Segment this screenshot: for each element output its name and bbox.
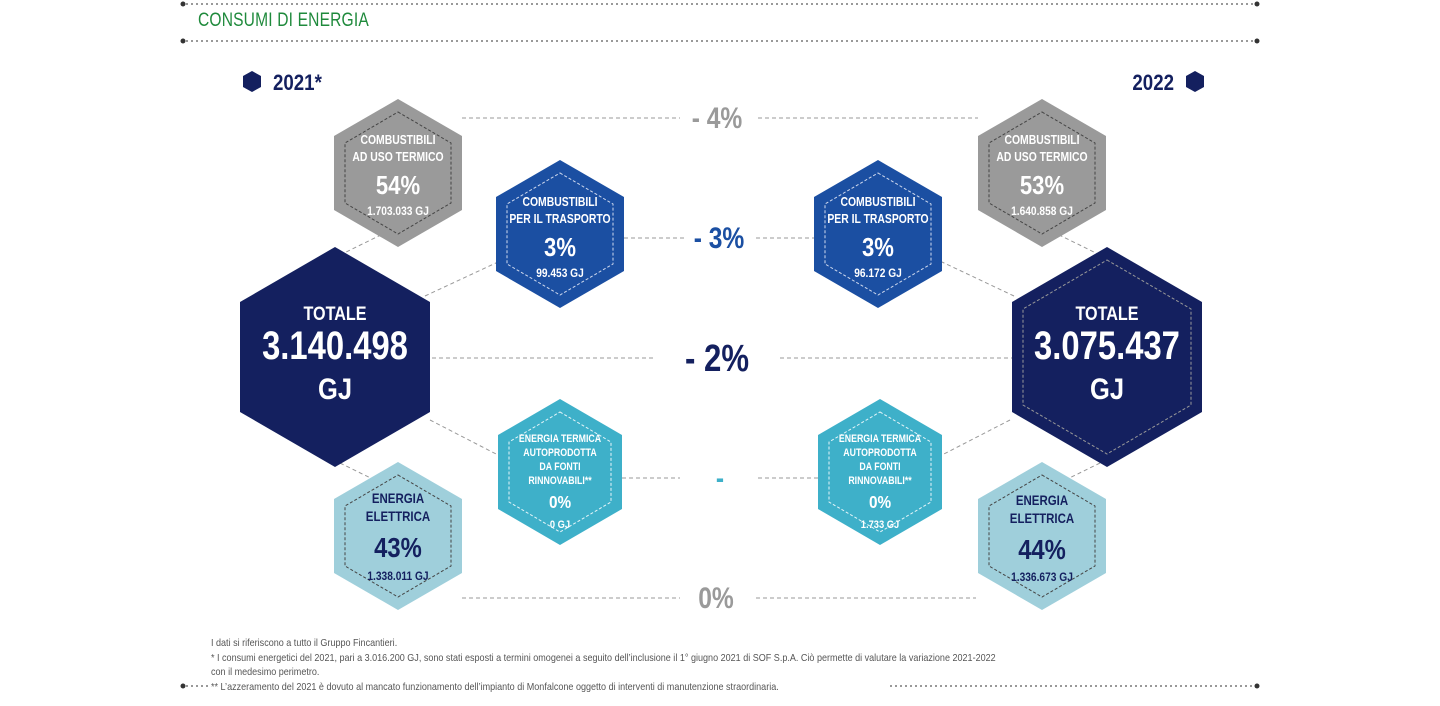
right-termica-pct: 0% bbox=[869, 492, 891, 512]
left-elettrica-label2: ELETTRICA bbox=[366, 508, 430, 524]
hexagon-marker-icon bbox=[1186, 71, 1204, 92]
right-termica-label1: ENERGIA TERMICA bbox=[839, 433, 921, 445]
hex-right-trasporto: COMBUSTIBILI PER IL TRASPORTO 3% 96.172 … bbox=[814, 160, 942, 308]
right-termica-label2: AUTOPRODOTTA bbox=[843, 447, 916, 459]
change-totale: - 2% bbox=[685, 338, 749, 380]
left-termica-pct: 0% bbox=[549, 492, 571, 512]
left-trasporto-pct: 3% bbox=[544, 233, 576, 262]
hex-left-totale: TOTALE 3.140.498 GJ bbox=[240, 247, 430, 467]
change-termica: - bbox=[716, 461, 724, 495]
left-totale-label: TOTALE bbox=[303, 303, 366, 325]
right-trasporto-label2: PER IL TRASPORTO bbox=[827, 212, 928, 226]
right-elettrica-label1: ENERGIA bbox=[1016, 492, 1068, 508]
right-trasporto-label1: COMBUSTIBILI bbox=[840, 195, 915, 209]
footer-rule bbox=[180, 683, 1260, 689]
hex-left-elettrica: ENERGIA ELETTRICA 43% 1.338.011 GJ bbox=[334, 462, 462, 610]
footnote-3: ** L’azzeramento del 2021 è dovuto al ma… bbox=[211, 680, 779, 693]
change-trasporto: - 3% bbox=[694, 221, 745, 255]
right-termico-label2: AD USO TERMICO bbox=[996, 150, 1087, 164]
right-termica-label4: RINNOVABILI** bbox=[848, 475, 911, 487]
title-bar: CONSUMI DI ENERGIA bbox=[180, 0, 1260, 44]
hex-right-termica: ENERGIA TERMICA AUTOPRODOTTA DA FONTI RI… bbox=[818, 399, 942, 545]
hex-right-totale: TOTALE 3.075.437 GJ bbox=[1012, 247, 1202, 467]
right-trasporto-value: 96.172 GJ bbox=[854, 267, 902, 280]
left-termico-value: 1.703.033 GJ bbox=[367, 205, 429, 218]
page-title: CONSUMI DI ENERGIA bbox=[198, 10, 369, 31]
right-trasporto-pct: 3% bbox=[862, 233, 894, 262]
left-trasporto-label2: PER IL TRASPORTO bbox=[509, 212, 610, 226]
year-left-label: 2021* bbox=[273, 72, 322, 96]
right-totale-unit: GJ bbox=[1090, 372, 1124, 405]
hex-left-termica: ENERGIA TERMICA AUTOPRODOTTA DA FONTI RI… bbox=[498, 399, 622, 545]
left-termico-pct: 54% bbox=[376, 171, 420, 200]
right-elettrica-pct: 44% bbox=[1018, 533, 1066, 565]
right-termica-value: 1.733 GJ bbox=[861, 519, 899, 531]
year-right-label: 2022 bbox=[1132, 72, 1174, 96]
left-elettrica-pct: 43% bbox=[374, 531, 422, 563]
change-termico: - 4% bbox=[692, 101, 743, 135]
left-trasporto-label1: COMBUSTIBILI bbox=[522, 195, 597, 209]
hex-left-trasporto: COMBUSTIBILI PER IL TRASPORTO 3% 99.453 … bbox=[496, 160, 624, 308]
hex-right-termico: COMBUSTIBILI AD USO TERMICO 53% 1.640.85… bbox=[978, 99, 1106, 247]
right-elettrica-label2: ELETTRICA bbox=[1010, 510, 1074, 526]
footnotes: I dati si riferiscono a tutto il Gruppo … bbox=[211, 636, 1002, 694]
left-termica-value: 0 GJ bbox=[550, 519, 570, 531]
left-totale-value: 3.140.498 bbox=[262, 323, 408, 368]
change-elettrica: 0% bbox=[698, 581, 734, 615]
right-totale-value: 3.075.437 bbox=[1034, 323, 1180, 368]
left-totale-unit: GJ bbox=[318, 372, 352, 405]
hexagon-marker-icon bbox=[243, 71, 261, 92]
right-totale-label: TOTALE bbox=[1075, 303, 1138, 325]
left-termica-label3: DA FONTI bbox=[539, 461, 580, 473]
footnote-2: * I consumi energetici del 2021, pari a … bbox=[211, 651, 996, 679]
right-elettrica-value: 1.336.673 GJ bbox=[1011, 571, 1073, 584]
right-termica-label3: DA FONTI bbox=[859, 461, 900, 473]
header-rules bbox=[180, 1, 1260, 44]
right-termico-value: 1.640.858 GJ bbox=[1011, 205, 1073, 218]
left-trasporto-value: 99.453 GJ bbox=[536, 267, 584, 280]
right-termico-pct: 53% bbox=[1020, 171, 1064, 200]
left-termico-label1: COMBUSTIBILI bbox=[360, 133, 435, 147]
left-termica-label2: AUTOPRODOTTA bbox=[523, 447, 596, 459]
hex-right-elettrica: ENERGIA ELETTRICA 44% 1.336.673 GJ bbox=[978, 462, 1106, 610]
connector-lines bbox=[339, 117, 1101, 599]
year-left: 2021* bbox=[243, 71, 322, 95]
hex-left-termico: COMBUSTIBILI AD USO TERMICO 54% 1.703.03… bbox=[334, 99, 462, 247]
left-termica-label4: RINNOVABILI** bbox=[528, 475, 591, 487]
left-elettrica-value: 1.338.011 GJ bbox=[367, 570, 428, 583]
left-termica-label1: ENERGIA TERMICA bbox=[519, 433, 601, 445]
left-termico-label2: AD USO TERMICO bbox=[352, 150, 443, 164]
right-termico-label1: COMBUSTIBILI bbox=[1004, 133, 1079, 147]
footnote-1: I dati si riferiscono a tutto il Gruppo … bbox=[211, 637, 398, 649]
year-right: 2022 bbox=[1132, 71, 1204, 95]
left-elettrica-label1: ENERGIA bbox=[372, 490, 424, 506]
